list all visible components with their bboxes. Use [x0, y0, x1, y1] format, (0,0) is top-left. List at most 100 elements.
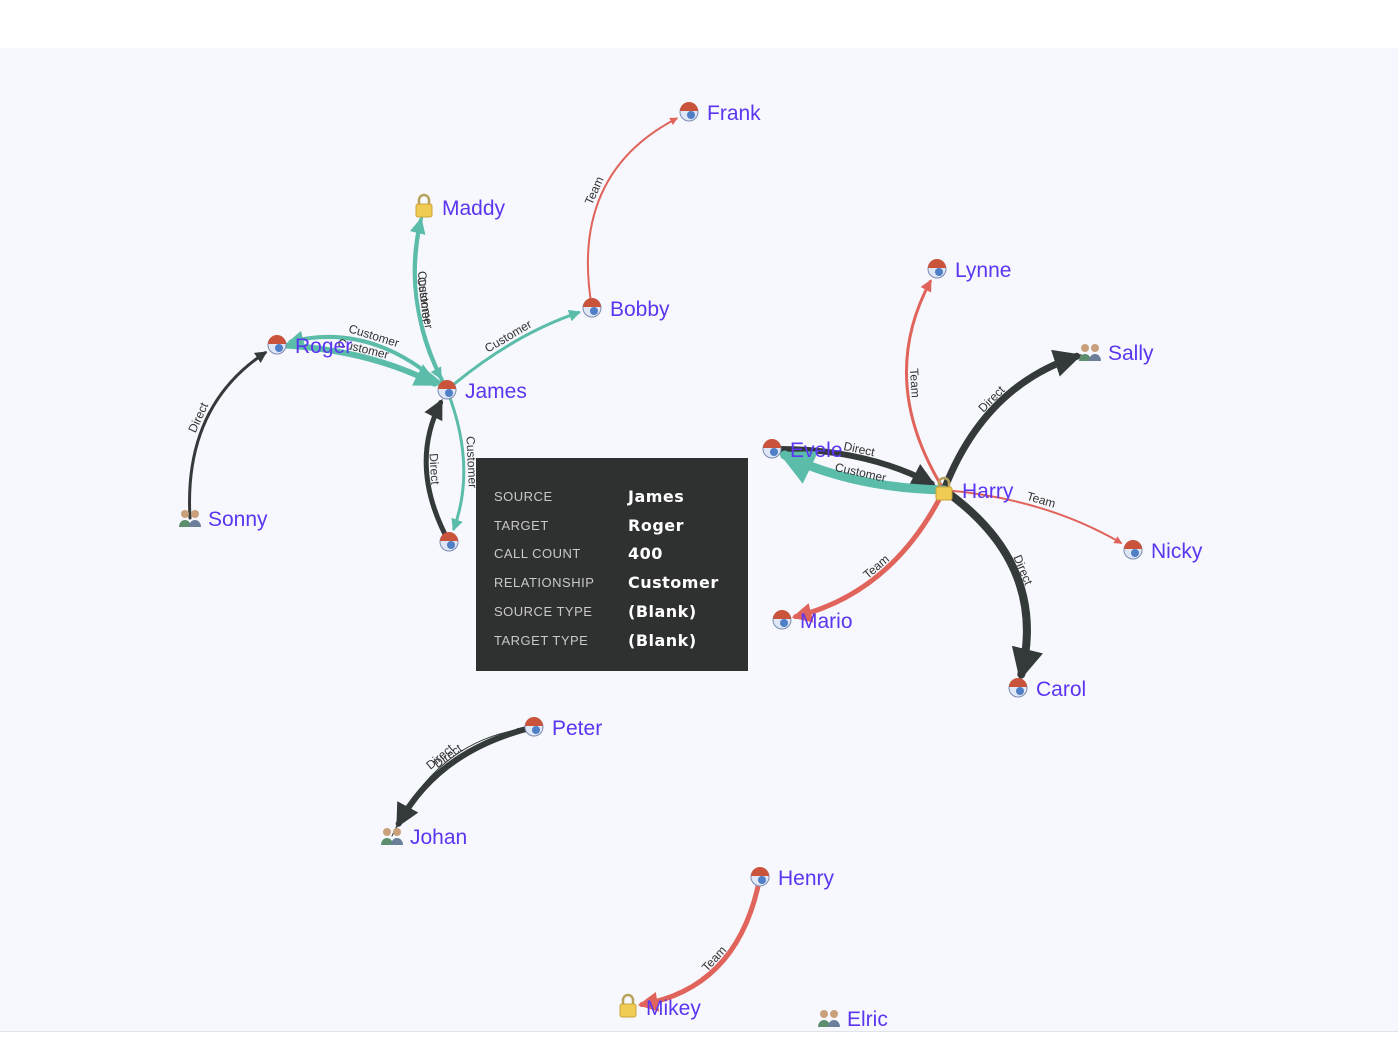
- lock-icon: [619, 993, 637, 1018]
- edge-label: Customer: [463, 436, 480, 489]
- person-icon: [679, 102, 699, 122]
- node-label: Elric: [847, 1008, 888, 1031]
- tooltip-value: Roger: [628, 515, 685, 535]
- node-label: Sonny: [208, 508, 268, 531]
- person-icon: [437, 380, 457, 400]
- edge-henry-mikey[interactable]: [637, 874, 763, 1012]
- edge-harry-lynne[interactable]: [904, 279, 946, 492]
- node-label: Roger: [295, 335, 352, 358]
- node-label: James: [465, 380, 527, 403]
- edge-bobby-frank[interactable]: [586, 117, 678, 309]
- node-evele[interactable]: Evele: [762, 439, 843, 462]
- node-nicky[interactable]: Nicky: [1123, 540, 1203, 563]
- person-icon: [1123, 540, 1143, 560]
- person-icon: [1008, 678, 1028, 698]
- tooltip-value: Customer: [628, 573, 719, 593]
- tooltip-value: (Blank): [628, 630, 697, 650]
- node-frank[interactable]: Frank: [679, 102, 761, 125]
- node-label: Harry: [962, 480, 1014, 503]
- edge-harry-carol[interactable]: [940, 486, 1043, 681]
- node-node_hidden[interactable]: [439, 532, 459, 552]
- tooltip-key: CALL COUNT: [494, 546, 581, 562]
- node-label: Maddy: [442, 197, 506, 220]
- node-elric[interactable]: Elric: [818, 1008, 888, 1031]
- node-sally[interactable]: Sally: [1079, 342, 1154, 365]
- lock-icon: [415, 193, 433, 218]
- tooltip-row-target-type: TARGET TYPE (Blank): [494, 626, 730, 655]
- tooltip-key: TARGET TYPE: [494, 632, 589, 648]
- network-graph-canvas[interactable]: Team Customer Customer Customer Customer Cust…: [0, 48, 1398, 1031]
- person-icon: [772, 610, 792, 630]
- edge-label: Direct: [426, 453, 442, 486]
- node-label: Peter: [552, 717, 602, 740]
- nodes-layer: Frank Maddy Bobby Roger James Lynne Sally Evele…: [179, 102, 1203, 1031]
- node-label: Mikey: [646, 997, 701, 1020]
- tooltip-value: James: [628, 486, 685, 506]
- person-icon: [582, 298, 602, 318]
- tooltip-row-relationship: RELATIONSHIP Customer: [494, 568, 730, 597]
- node-bobby[interactable]: Bobby: [582, 298, 670, 321]
- person-icon: [927, 259, 947, 279]
- edge-roger-james[interactable]: [274, 342, 439, 387]
- bottom-bar: [0, 1031, 1398, 1055]
- edge-label: Team: [907, 368, 923, 398]
- node-carol[interactable]: Carol: [1008, 678, 1086, 701]
- node-label: Sally: [1108, 342, 1154, 365]
- tooltip-row-call-count: CALL COUNT 400: [494, 540, 730, 569]
- group-icon: [381, 828, 403, 845]
- node-peter[interactable]: Peter: [524, 717, 602, 740]
- node-label: Mario: [800, 610, 853, 633]
- node-mikey[interactable]: Mikey: [619, 993, 701, 1020]
- person-icon: [439, 532, 459, 552]
- top-bar: [0, 0, 1398, 48]
- person-icon: [750, 867, 770, 887]
- tooltip-row-source: SOURCE James: [494, 482, 730, 511]
- person-icon: [267, 335, 287, 355]
- node-sonny[interactable]: Sonny: [179, 508, 268, 531]
- node-james[interactable]: James: [437, 380, 527, 403]
- node-maddy[interactable]: Maddy: [415, 193, 506, 220]
- node-johan[interactable]: Johan: [381, 826, 467, 849]
- tooltip-key: SOURCE: [494, 488, 553, 504]
- group-icon: [818, 1010, 840, 1027]
- group-icon: [1079, 344, 1101, 361]
- edge-label: Direct: [842, 439, 876, 459]
- tooltip-row-target: TARGET Roger: [494, 511, 730, 540]
- edge-harry-evele[interactable]: [778, 450, 949, 495]
- lock-icon: [935, 476, 953, 501]
- tooltip-key: TARGET: [494, 517, 549, 533]
- edge-james-bobby[interactable]: [445, 309, 582, 392]
- node-mario[interactable]: Mario: [772, 610, 853, 633]
- edges-layer: [188, 117, 1123, 1012]
- node-roger[interactable]: Roger: [267, 335, 352, 358]
- node-label: Johan: [410, 826, 467, 849]
- edge-evele-harry[interactable]: [769, 445, 936, 487]
- edge-sonny-roger[interactable]: [188, 351, 268, 520]
- node-label: Lynne: [955, 259, 1011, 282]
- edge-peter-johan[interactable]: [395, 724, 537, 828]
- group-icon: [179, 510, 201, 527]
- tooltip-row-source-type: SOURCE TYPE (Blank): [494, 597, 730, 626]
- node-label: Carol: [1036, 678, 1086, 701]
- tooltip-value: 400: [628, 544, 663, 564]
- node-harry[interactable]: Harry: [935, 476, 1014, 503]
- node-label: Frank: [707, 102, 761, 125]
- tooltip-key: SOURCE TYPE: [494, 604, 593, 620]
- node-label: Bobby: [610, 298, 670, 321]
- edge-johan-peter[interactable]: [391, 727, 521, 837]
- edge-maddy-james[interactable]: [413, 205, 442, 380]
- edge-node_hidden-james[interactable]: [423, 398, 452, 545]
- node-label: Evele: [790, 439, 843, 462]
- edge-harry-sally[interactable]: [940, 349, 1082, 494]
- node-label: Henry: [778, 867, 835, 890]
- node-label: Nicky: [1151, 540, 1203, 563]
- edge-harry-mario[interactable]: [791, 487, 947, 623]
- edge-james-node_hidden[interactable]: [445, 388, 466, 532]
- edge-harry-nicky[interactable]: [943, 489, 1123, 544]
- node-henry[interactable]: Henry: [750, 867, 835, 890]
- person-icon: [524, 717, 544, 737]
- edge-tooltip: SOURCE James TARGET Roger CALL COUNT 400…: [476, 458, 748, 671]
- node-lynne[interactable]: Lynne: [927, 259, 1011, 282]
